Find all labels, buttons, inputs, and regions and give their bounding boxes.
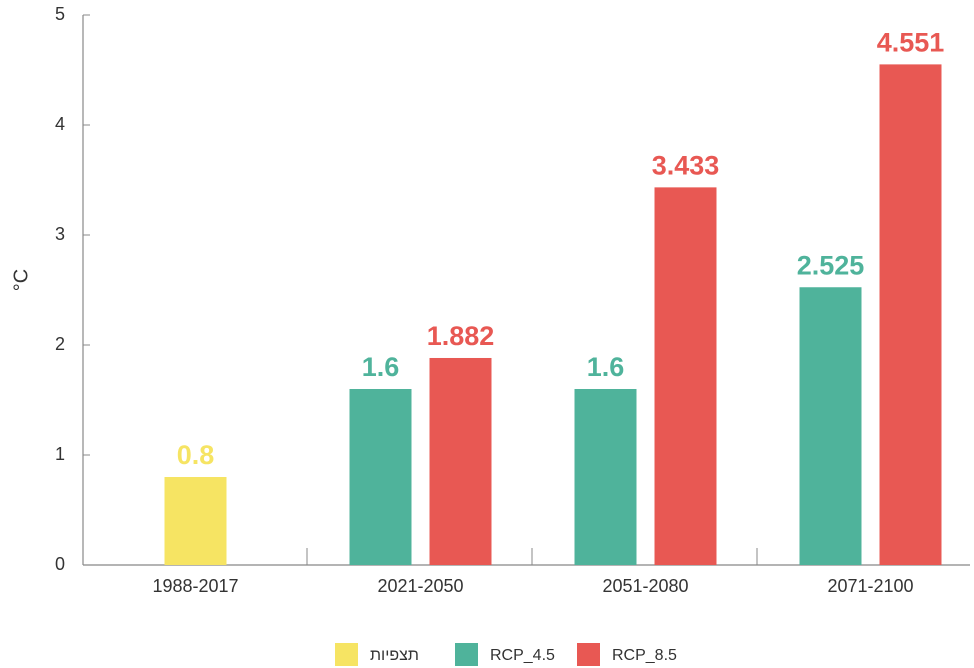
value-label: 1.6 (587, 352, 625, 382)
y-tick-label: 5 (55, 4, 65, 24)
x-tick-label: 2071-2100 (827, 576, 913, 596)
y-tick-label: 4 (55, 114, 65, 134)
bar (349, 389, 412, 565)
value-label: 1.882 (427, 321, 495, 351)
y-tick-label: 3 (55, 224, 65, 244)
x-tick-label: 2051-2080 (602, 576, 688, 596)
x-tick-label: 1988-2017 (152, 576, 238, 596)
bar (429, 357, 492, 565)
bar (654, 187, 717, 565)
x-tick-label: 2021-2050 (377, 576, 463, 596)
bar (799, 287, 862, 565)
bar (164, 477, 227, 565)
bar (879, 64, 942, 565)
legend-label: RCP_8.5 (612, 647, 677, 664)
bar (574, 389, 637, 565)
y-axis-label: °C (10, 269, 32, 291)
value-label: 0.8 (177, 440, 215, 470)
y-tick-label: 0 (55, 554, 65, 574)
y-tick-label: 2 (55, 334, 65, 354)
y-tick-label: 1 (55, 444, 65, 464)
value-label: 3.433 (652, 150, 720, 180)
legend-label: תצפיות (370, 647, 419, 664)
value-label: 4.551 (877, 28, 945, 58)
value-label: 2.525 (797, 250, 865, 280)
legend-label: RCP_4.5 (490, 647, 555, 664)
legend-swatch (577, 643, 600, 666)
value-label: 1.6 (362, 352, 400, 382)
legend-swatch (455, 643, 478, 666)
legend-swatch (335, 643, 358, 666)
